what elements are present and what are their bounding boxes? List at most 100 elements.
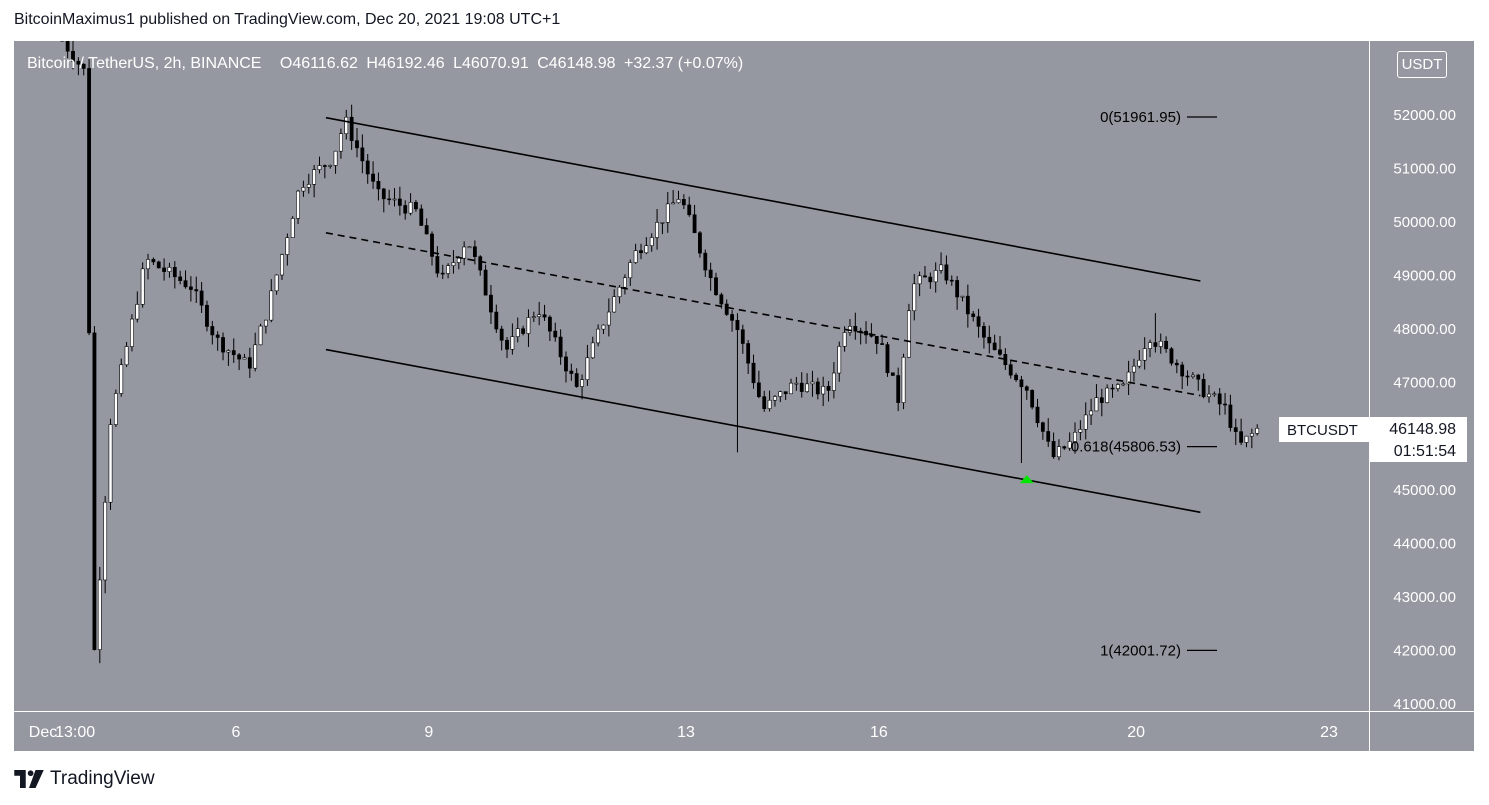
candle-body [955, 280, 960, 298]
candle-body [306, 184, 311, 188]
candle-body [665, 203, 670, 223]
candle-body [333, 150, 338, 166]
x-tick-label: 16 [870, 724, 888, 741]
tradingview-logo-icon [14, 770, 44, 788]
candle [1062, 445, 1067, 450]
candle-body [290, 218, 295, 238]
candle [1223, 392, 1227, 415]
candle-body [446, 265, 450, 274]
candle [392, 188, 397, 207]
candle [531, 311, 536, 322]
candle [371, 161, 375, 189]
candle-body [606, 311, 611, 326]
candle-body [617, 286, 622, 298]
candle-body [1190, 374, 1195, 377]
candle-body [1099, 397, 1104, 403]
candle-body [580, 379, 584, 387]
price-tag-box [1370, 417, 1467, 462]
candle [237, 353, 242, 371]
candle [590, 336, 595, 359]
candle-body [355, 140, 359, 149]
candle-body [285, 237, 290, 255]
candle [81, 63, 86, 76]
candle-body [590, 342, 595, 359]
candle [108, 418, 113, 510]
candle [907, 303, 911, 358]
x-tick-label: 13:00 [55, 724, 95, 741]
candle [1137, 350, 1142, 369]
candle [280, 253, 284, 280]
candle-body [71, 50, 75, 62]
candle-body [1142, 348, 1147, 361]
publisher-line: BitcoinMaximus1 published on TradingView… [14, 11, 561, 28]
candle-body [414, 202, 418, 210]
candle-body [419, 208, 424, 226]
candle-body [312, 169, 317, 185]
candle-body [81, 63, 86, 69]
candle-body [933, 270, 938, 283]
candle [355, 128, 359, 158]
candle-body [1073, 431, 1077, 442]
candle-body [510, 336, 515, 350]
candle-body [558, 336, 563, 358]
candle [510, 323, 515, 355]
candle [1008, 359, 1013, 379]
footer-brand[interactable]: TradingView [14, 768, 155, 790]
candle [1174, 359, 1179, 374]
candle-body [124, 346, 129, 366]
candle-body [140, 268, 145, 305]
candle-body [671, 202, 676, 205]
symbol-title: Bitcoin / TetherUS, 2h, BINANCE [27, 55, 262, 72]
y-tick-label: 47000.00 [1393, 375, 1456, 392]
candle [912, 274, 917, 321]
fib-level-label: 0(51961.95) [1100, 109, 1181, 126]
candle-body [885, 344, 890, 374]
candle-body [526, 317, 531, 334]
candle-body [515, 328, 520, 337]
candle-body [949, 279, 954, 282]
candle [317, 156, 322, 174]
candle [1239, 418, 1244, 446]
candle-body [751, 362, 756, 384]
candle [1057, 439, 1061, 461]
candle-body [1223, 403, 1227, 406]
candle [992, 334, 997, 351]
candle-body [1062, 446, 1067, 449]
candle [462, 241, 467, 266]
candle-body [1067, 441, 1072, 449]
candle [633, 243, 638, 264]
candle-body [805, 383, 809, 392]
candle-body [569, 370, 574, 374]
candle [537, 301, 542, 326]
candle-body [923, 275, 927, 278]
candle-body [92, 332, 97, 650]
candle-body [1174, 362, 1179, 366]
candle-body [183, 280, 188, 288]
candle [901, 353, 906, 410]
y-axis: 41000.00 42000.00 43000.00 44000.00 45000.00… [1393, 107, 1456, 713]
candle-body [837, 346, 842, 374]
candle [65, 41, 70, 59]
candle-body [360, 147, 365, 162]
candle-body [542, 314, 547, 318]
candle-body [151, 259, 156, 263]
currency-badge[interactable]: USDT [1397, 51, 1447, 78]
candle [1169, 347, 1174, 366]
candle [944, 255, 949, 285]
candle-body [322, 165, 327, 167]
candle-body [440, 272, 445, 275]
candle-body [392, 198, 397, 201]
candle-body [521, 328, 526, 334]
candle [724, 299, 729, 316]
candle-body [478, 256, 483, 271]
candle-body [483, 269, 488, 296]
candle [917, 271, 922, 297]
candle-body [231, 350, 236, 356]
candle-body [472, 246, 477, 257]
candle-body [724, 303, 729, 315]
candle [247, 347, 252, 378]
y-tick-label: 42000.00 [1393, 642, 1456, 659]
low-value: 46070.91 [462, 55, 529, 72]
candle [639, 243, 643, 260]
